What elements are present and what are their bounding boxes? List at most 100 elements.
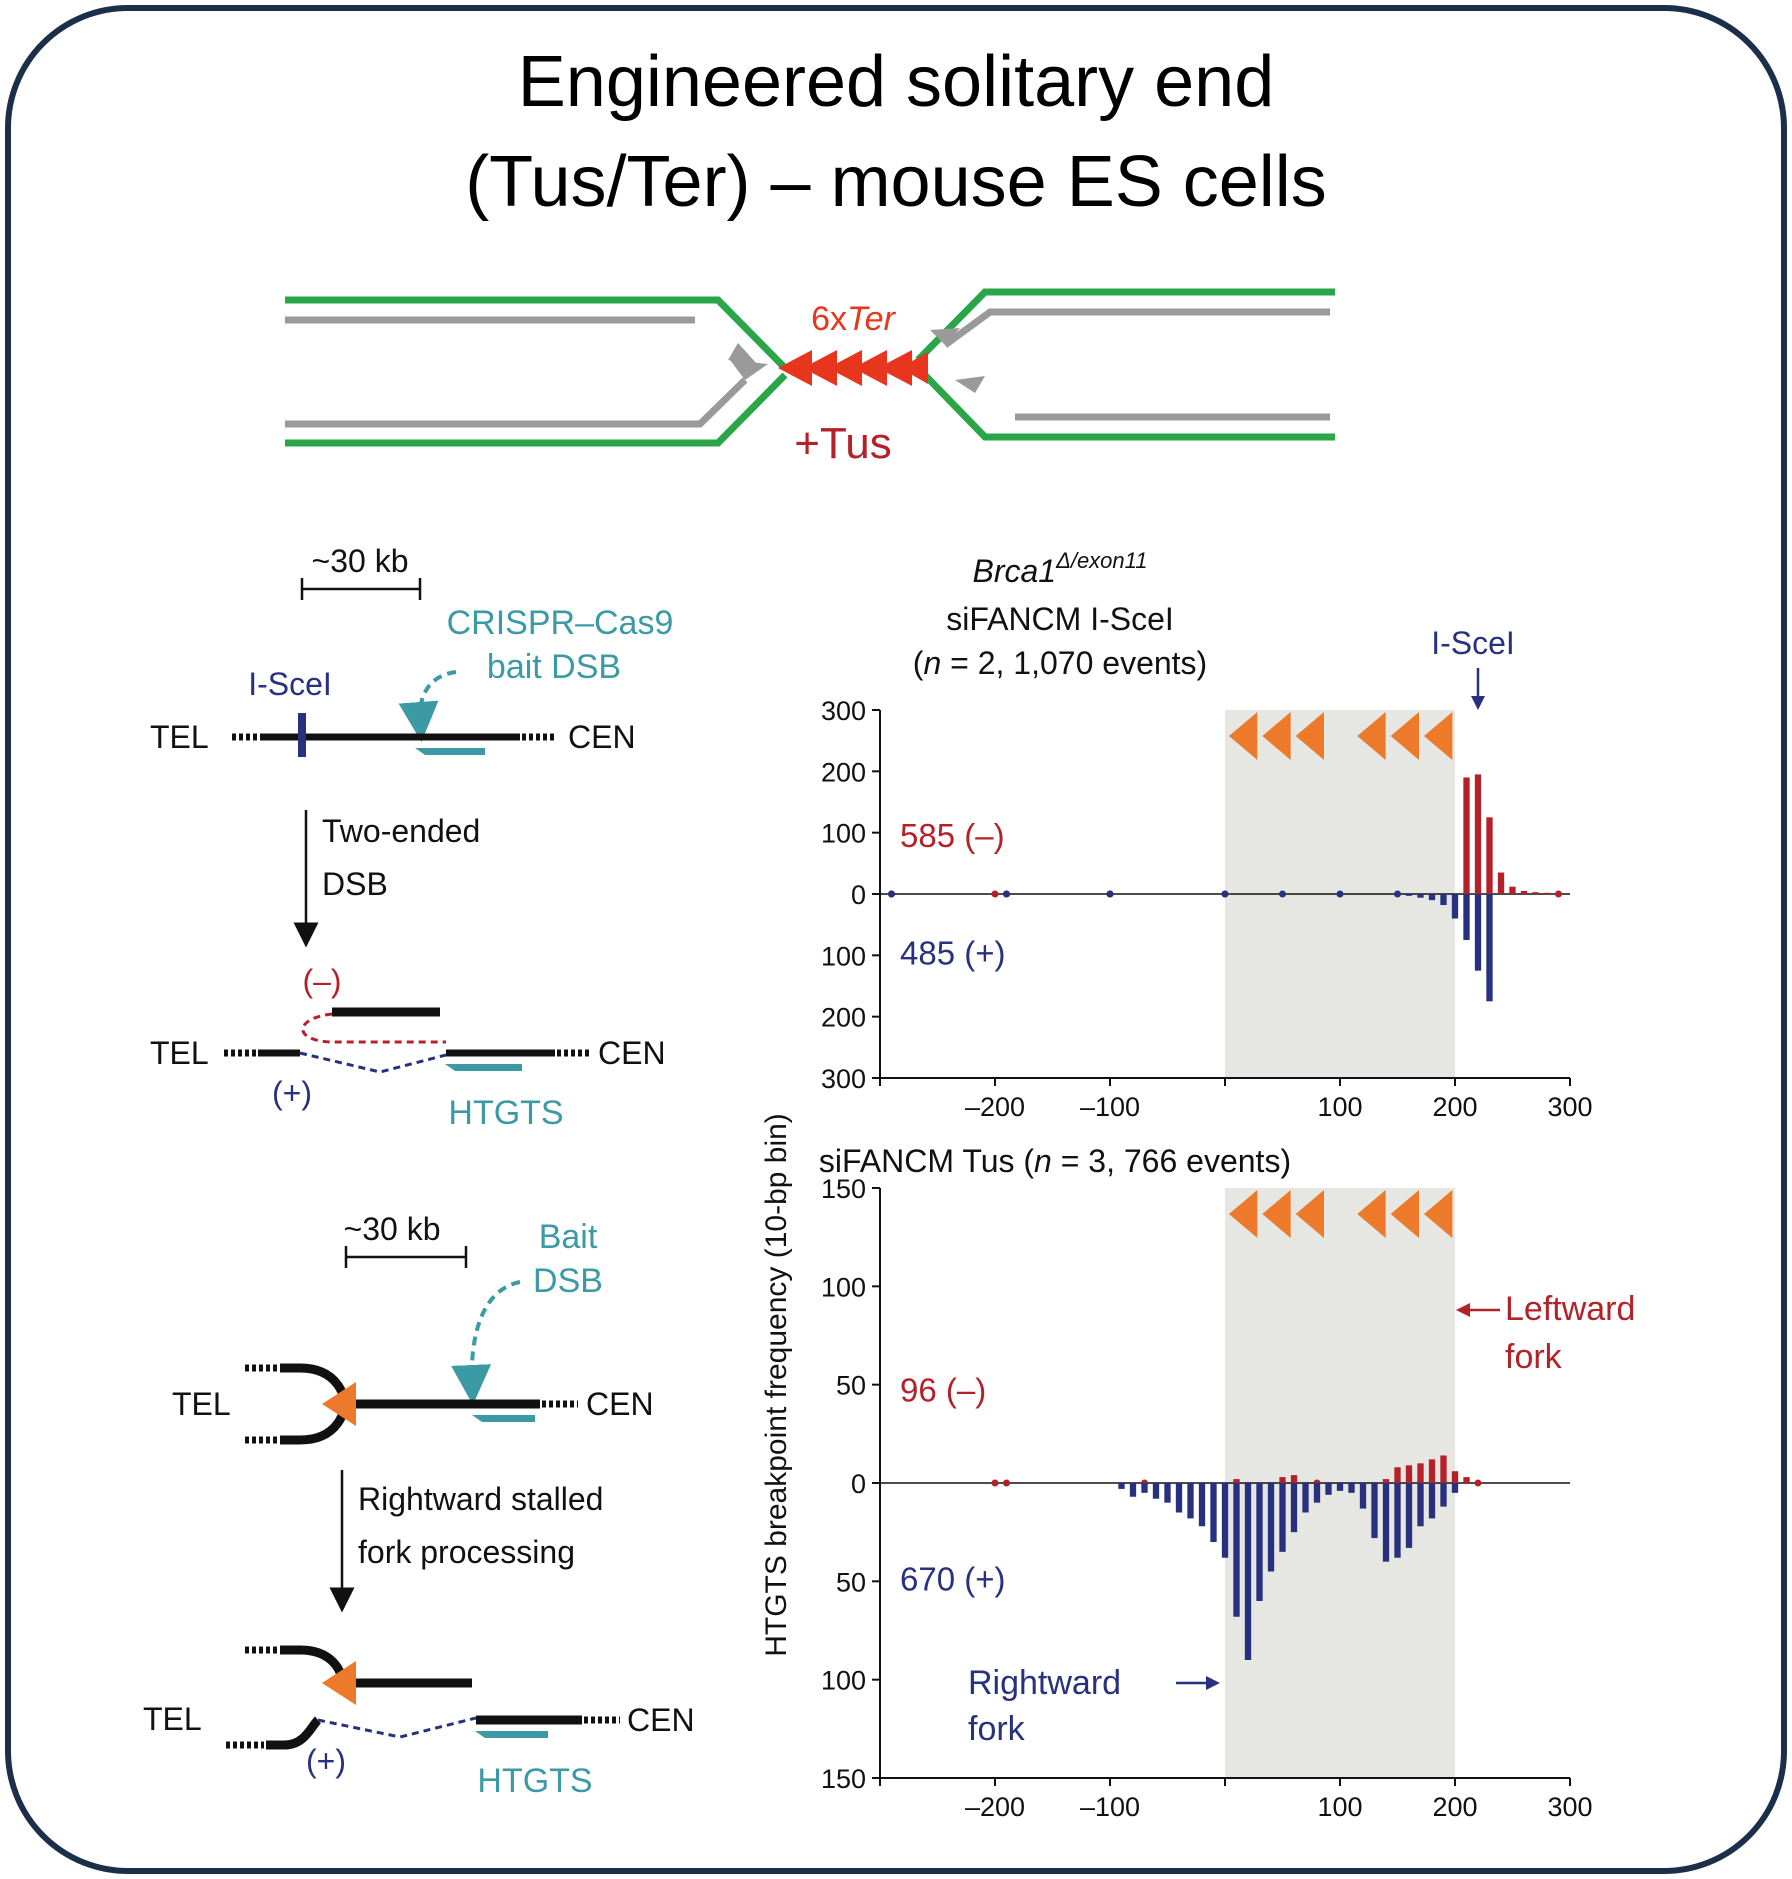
leftward-fork-label-2: fork bbox=[1505, 1338, 1563, 1376]
gray-strand-3 bbox=[942, 308, 1330, 348]
x-tick-label: 300 bbox=[1547, 1792, 1592, 1822]
primer-arrow-2 bbox=[445, 1064, 522, 1071]
bar bbox=[1210, 1483, 1217, 1542]
bar bbox=[1256, 1483, 1263, 1601]
scale-label-2: ~30 kb bbox=[344, 1211, 441, 1247]
crispr-label-2: bait DSB bbox=[487, 648, 621, 686]
bar bbox=[1474, 894, 1482, 971]
tel-label-3: TEL bbox=[172, 1386, 231, 1422]
crispr-label-1: CRISPR–Cas9 bbox=[447, 604, 674, 642]
bar-point bbox=[1003, 1479, 1010, 1487]
bar-point bbox=[1474, 1479, 1482, 1487]
bar bbox=[1279, 1483, 1286, 1552]
tel-label: TEL bbox=[150, 719, 209, 755]
bar-point bbox=[888, 890, 895, 898]
bar bbox=[1463, 894, 1470, 940]
ter-triangle bbox=[803, 350, 837, 386]
replication-fork-diagram: 6xTer +Tus bbox=[285, 288, 1335, 468]
bar bbox=[1382, 1479, 1390, 1483]
ter-site-marker bbox=[1424, 1190, 1453, 1238]
iscei-annotation: I-SceI bbox=[1431, 625, 1515, 661]
green-strand-top bbox=[285, 296, 788, 371]
bar bbox=[1198, 1483, 1206, 1527]
plus-count-label: 670 (+) bbox=[900, 1560, 1005, 1597]
rightward-fork-label-2: fork bbox=[968, 1710, 1026, 1748]
leftward-fork-label-1: Leftward bbox=[1505, 1290, 1635, 1328]
minus-count-label: 96 (–) bbox=[900, 1372, 986, 1409]
bar bbox=[1532, 892, 1539, 894]
bar bbox=[1279, 1477, 1286, 1483]
rightward-pointer-head bbox=[1206, 1676, 1220, 1690]
ter-sites bbox=[778, 350, 928, 386]
bar bbox=[1440, 1455, 1447, 1483]
plus-junction-dashed bbox=[299, 1051, 447, 1074]
gray-arrowhead-2 bbox=[730, 360, 768, 380]
bar bbox=[1417, 894, 1424, 898]
bar bbox=[1440, 1483, 1447, 1507]
tel-label-4: TEL bbox=[143, 1701, 202, 1737]
tus-ter-barrier bbox=[322, 1382, 356, 1426]
stalled-fork-bottom-arm bbox=[266, 1716, 322, 1750]
y-tick-label: 100 bbox=[821, 819, 866, 849]
x-tick-label: –100 bbox=[1080, 1092, 1140, 1122]
bar bbox=[1451, 1483, 1459, 1493]
gray-strand-2 bbox=[285, 377, 748, 428]
y-tick-label: 200 bbox=[821, 1003, 866, 1033]
bar bbox=[1394, 1483, 1401, 1558]
x-tick-label: –200 bbox=[965, 1792, 1025, 1822]
htgts-label-2: HTGTS bbox=[477, 1762, 592, 1800]
ter-triangle bbox=[828, 350, 862, 386]
outer-frame bbox=[5, 5, 1787, 1874]
step-label-4: fork processing bbox=[358, 1534, 575, 1570]
bar bbox=[1463, 777, 1470, 894]
bar-point bbox=[1279, 890, 1286, 898]
bar bbox=[1451, 894, 1459, 919]
bar bbox=[1428, 894, 1436, 901]
scale-label: ~30 kb bbox=[312, 543, 409, 579]
ter-site-marker bbox=[1390, 1190, 1419, 1238]
bar-point bbox=[1003, 890, 1010, 898]
primer-arrow bbox=[415, 748, 485, 755]
tus-ter-barrier-2 bbox=[322, 1661, 356, 1705]
ter-site-marker bbox=[1357, 712, 1386, 760]
bar-point bbox=[991, 1479, 999, 1487]
chart1-title: Brca1Δ/exon11 bbox=[972, 548, 1147, 589]
scale-bar bbox=[300, 578, 422, 600]
chart1-subtitle: siFANCM I-SceI bbox=[946, 601, 1174, 637]
bar bbox=[1394, 1467, 1401, 1483]
bar bbox=[1486, 894, 1493, 1002]
ter-site-marker bbox=[1229, 712, 1258, 760]
bar-point bbox=[1394, 890, 1401, 898]
x-tick-label: –200 bbox=[965, 1092, 1025, 1122]
bar bbox=[1417, 1483, 1424, 1527]
bar bbox=[1290, 1483, 1298, 1533]
ter-site-marker bbox=[1357, 1190, 1386, 1238]
primer-arrow-3 bbox=[472, 1415, 535, 1422]
bar bbox=[1175, 1483, 1183, 1513]
bar bbox=[1325, 1483, 1332, 1495]
bar bbox=[1118, 1483, 1125, 1489]
ter-site-marker bbox=[1295, 1190, 1324, 1238]
bar-point bbox=[1106, 890, 1114, 898]
bar bbox=[1221, 1483, 1229, 1558]
plus-label: (+) bbox=[272, 1075, 312, 1111]
bar bbox=[1348, 1483, 1355, 1493]
bar bbox=[1302, 1483, 1309, 1513]
x-tick-label: 200 bbox=[1432, 1792, 1477, 1822]
x-tick-label: 200 bbox=[1432, 1092, 1477, 1122]
x-tick-label: 100 bbox=[1317, 1792, 1362, 1822]
bar bbox=[1371, 1483, 1378, 1539]
bar bbox=[1509, 886, 1516, 894]
leftward-pointer-head bbox=[1456, 1303, 1470, 1317]
ter-site-marker bbox=[1262, 712, 1291, 760]
minus-label: (–) bbox=[302, 963, 341, 999]
ter-site-marker bbox=[1295, 712, 1324, 760]
y-tick-label: 300 bbox=[821, 1064, 866, 1094]
bar bbox=[1451, 1471, 1459, 1483]
ter-triangle bbox=[778, 350, 812, 386]
bar bbox=[1359, 1483, 1367, 1509]
htgts-label: HTGTS bbox=[448, 1094, 563, 1132]
y-tick-label: 300 bbox=[821, 696, 866, 726]
x-tick-label: 100 bbox=[1317, 1092, 1362, 1122]
cen-label-4: CEN bbox=[627, 1702, 695, 1738]
